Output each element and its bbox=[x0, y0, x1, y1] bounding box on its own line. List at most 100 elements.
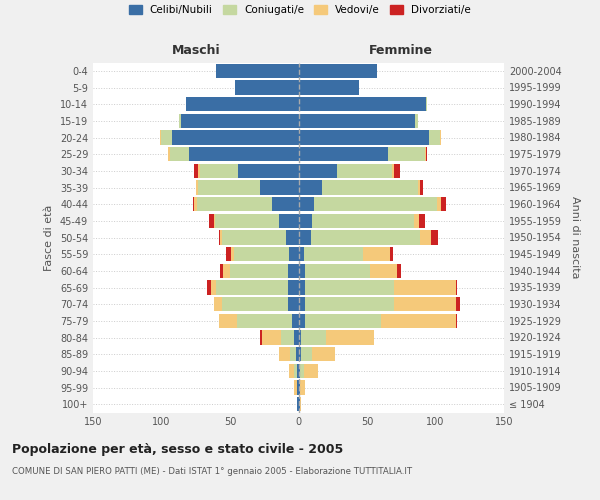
Bar bbox=[299, 180, 322, 194]
Bar bbox=[421, 230, 431, 244]
Bar bbox=[230, 264, 287, 278]
Bar bbox=[305, 314, 381, 328]
Bar bbox=[305, 264, 370, 278]
Bar bbox=[437, 197, 441, 211]
Bar bbox=[301, 330, 326, 344]
Bar bbox=[238, 164, 299, 178]
Bar bbox=[299, 197, 314, 211]
Bar bbox=[440, 130, 441, 144]
Bar bbox=[297, 380, 299, 394]
Bar bbox=[311, 230, 421, 244]
Bar bbox=[287, 264, 299, 278]
Bar bbox=[181, 114, 299, 128]
Text: Popolazione per età, sesso e stato civile - 2005: Popolazione per età, sesso e stato civil… bbox=[12, 442, 343, 456]
Bar bbox=[211, 280, 217, 294]
Bar bbox=[179, 114, 181, 128]
Bar bbox=[299, 130, 428, 144]
Bar bbox=[299, 347, 301, 361]
Bar bbox=[280, 347, 290, 361]
Bar bbox=[299, 380, 300, 394]
Bar bbox=[262, 330, 281, 344]
Bar bbox=[388, 147, 425, 161]
Bar bbox=[160, 130, 161, 144]
Bar bbox=[189, 147, 299, 161]
Bar bbox=[296, 347, 299, 361]
Bar bbox=[217, 64, 299, 78]
Bar bbox=[394, 164, 400, 178]
Bar bbox=[456, 297, 460, 311]
Bar bbox=[169, 147, 170, 161]
Bar bbox=[290, 347, 296, 361]
Bar bbox=[300, 364, 304, 378]
Bar bbox=[292, 314, 299, 328]
Bar bbox=[441, 197, 446, 211]
Bar bbox=[421, 180, 423, 194]
Bar bbox=[425, 147, 426, 161]
Bar bbox=[305, 297, 394, 311]
Bar bbox=[299, 230, 311, 244]
Bar bbox=[394, 280, 456, 294]
Bar bbox=[222, 297, 287, 311]
Bar bbox=[196, 180, 199, 194]
Bar bbox=[237, 314, 292, 328]
Bar bbox=[207, 280, 211, 294]
Bar bbox=[304, 364, 317, 378]
Bar bbox=[299, 264, 305, 278]
Bar bbox=[197, 197, 272, 211]
Bar bbox=[194, 164, 199, 178]
Bar bbox=[299, 314, 305, 328]
Bar bbox=[170, 147, 189, 161]
Bar bbox=[295, 364, 297, 378]
Bar bbox=[214, 214, 215, 228]
Bar bbox=[287, 280, 299, 294]
Bar bbox=[390, 247, 393, 261]
Bar bbox=[394, 297, 456, 311]
Bar bbox=[431, 230, 438, 244]
Bar bbox=[312, 347, 335, 361]
Y-axis label: Anni di nascita: Anni di nascita bbox=[570, 196, 580, 278]
Bar bbox=[200, 164, 238, 178]
Bar bbox=[456, 280, 457, 294]
Bar bbox=[217, 280, 287, 294]
Bar bbox=[199, 164, 200, 178]
Text: Femmine: Femmine bbox=[369, 44, 433, 58]
Bar bbox=[419, 214, 425, 228]
Bar bbox=[337, 164, 392, 178]
Bar bbox=[219, 230, 220, 244]
Bar bbox=[299, 330, 301, 344]
Bar bbox=[299, 280, 305, 294]
Bar bbox=[370, 264, 397, 278]
Bar bbox=[426, 147, 427, 161]
Bar bbox=[199, 180, 260, 194]
Bar bbox=[223, 264, 230, 278]
Bar bbox=[299, 80, 359, 94]
Bar bbox=[299, 164, 337, 178]
Bar bbox=[301, 347, 312, 361]
Bar bbox=[299, 247, 304, 261]
Bar bbox=[194, 197, 197, 211]
Bar bbox=[286, 230, 299, 244]
Bar bbox=[300, 380, 305, 394]
Bar bbox=[209, 214, 214, 228]
Bar bbox=[326, 330, 374, 344]
Bar bbox=[280, 214, 299, 228]
Bar bbox=[381, 314, 456, 328]
Bar bbox=[172, 130, 299, 144]
Bar bbox=[272, 197, 299, 211]
Bar bbox=[289, 247, 299, 261]
Bar bbox=[235, 80, 299, 94]
Bar bbox=[222, 230, 286, 244]
Bar bbox=[299, 297, 305, 311]
Text: COMUNE DI SAN PIERO PATTI (ME) - Dati ISTAT 1° gennaio 2005 - Elaborazione TUTTI: COMUNE DI SAN PIERO PATTI (ME) - Dati IS… bbox=[12, 468, 412, 476]
Bar bbox=[299, 147, 388, 161]
Bar bbox=[413, 214, 419, 228]
Bar bbox=[428, 130, 440, 144]
Bar bbox=[299, 397, 300, 411]
Bar bbox=[220, 264, 223, 278]
Bar bbox=[295, 380, 297, 394]
Bar bbox=[287, 297, 299, 311]
Bar bbox=[260, 330, 262, 344]
Bar bbox=[304, 247, 363, 261]
Bar bbox=[299, 364, 300, 378]
Bar bbox=[415, 114, 418, 128]
